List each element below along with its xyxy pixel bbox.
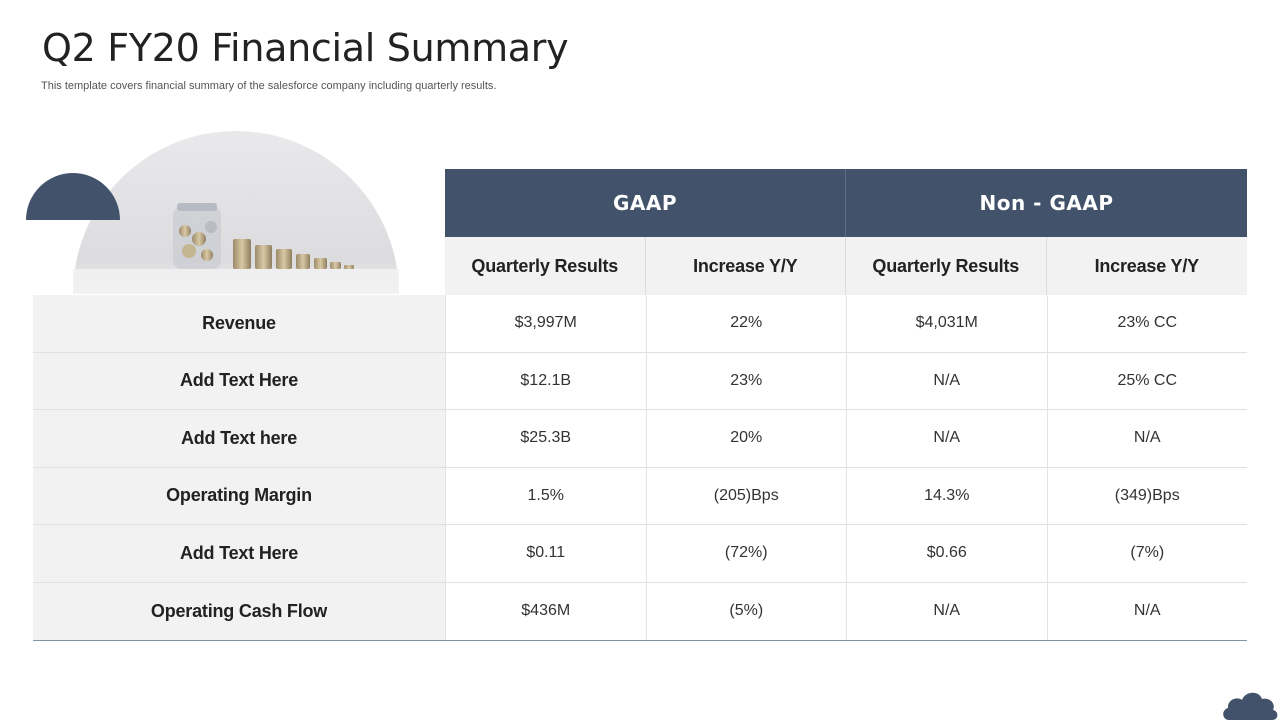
table-cell: $12.1B: [445, 352, 646, 409]
table-row: Revenue $3,997M 22% $4,031M 23% CC: [33, 295, 1247, 353]
table-cell: N/A: [1046, 410, 1247, 467]
subheader-gaap-quarterly: Quarterly Results: [445, 237, 646, 295]
subheader-nongaap-quarterly: Quarterly Results: [846, 237, 1047, 295]
table-cell: $436M: [445, 582, 646, 640]
table-row: Add Text here $25.3B 20% N/A N/A: [33, 410, 1247, 468]
gaap-header: GAAP: [445, 169, 846, 237]
table-cell: N/A: [1046, 582, 1247, 640]
table-cell: 20%: [645, 410, 846, 467]
row-label: Operating Margin: [33, 467, 445, 524]
table-cell: 25% CC: [1046, 352, 1247, 409]
table-cell: 23% CC: [1046, 295, 1247, 352]
table-cell: (7%): [1046, 525, 1247, 582]
table-row: Operating Cash Flow $436M (5%) N/A N/A: [33, 582, 1247, 640]
cloud-icon: [1221, 688, 1279, 720]
subheader-nongaap-increase: Increase Y/Y: [1094, 255, 1200, 276]
table-row: Operating Margin 1.5% (205)Bps 14.3% (34…: [33, 467, 1247, 525]
table-cell: $25.3B: [445, 410, 646, 467]
row-label: Add Text Here: [33, 352, 445, 409]
table-cell: 22%: [645, 295, 846, 352]
subheader-row: Quarterly Results Increase Y/Y Quarterly…: [445, 237, 1247, 296]
table-cell: N/A: [846, 352, 1047, 409]
row-label: Revenue: [33, 295, 445, 352]
table-cell: 23%: [645, 352, 846, 409]
table-cell: (5%): [645, 582, 846, 640]
table-cell: $3,997M: [445, 295, 646, 352]
table-cell: (349)Bps: [1046, 467, 1247, 524]
table-cell: N/A: [846, 582, 1047, 640]
row-label: Add Text Here: [33, 525, 445, 582]
table-row: Add Text Here $12.1B 23% N/A 25% CC: [33, 352, 1247, 410]
coin-jar-photo: [73, 131, 399, 294]
non-gaap-header: Non - GAAP: [846, 169, 1247, 237]
table-cell: 14.3%: [846, 467, 1047, 524]
table-cell: N/A: [846, 410, 1047, 467]
table-body: Revenue $3,997M 22% $4,031M 23% CC Add T…: [33, 295, 1247, 641]
table-cell: $0.66: [846, 525, 1047, 582]
table-cell: (72%): [645, 525, 846, 582]
table-cell: (205)Bps: [645, 467, 846, 524]
subheader-gaap-increase: Increase Y/Y: [646, 237, 846, 295]
row-label: Add Text here: [33, 410, 445, 467]
financial-summary-table: GAAP Non - GAAP Quarterly Results Increa…: [33, 169, 1247, 642]
table-row: Add Text Here $0.11 (72%) $0.66 (7%): [33, 525, 1247, 583]
table-cell: $0.11: [445, 525, 646, 582]
table-cell: $4,031M: [846, 295, 1047, 352]
slide-title: Q2 FY20 Financial Summary: [42, 26, 569, 70]
table-cell: 1.5%: [445, 467, 646, 524]
slide-subtitle: This template covers financial summary o…: [41, 80, 497, 92]
row-label: Operating Cash Flow: [33, 582, 445, 640]
